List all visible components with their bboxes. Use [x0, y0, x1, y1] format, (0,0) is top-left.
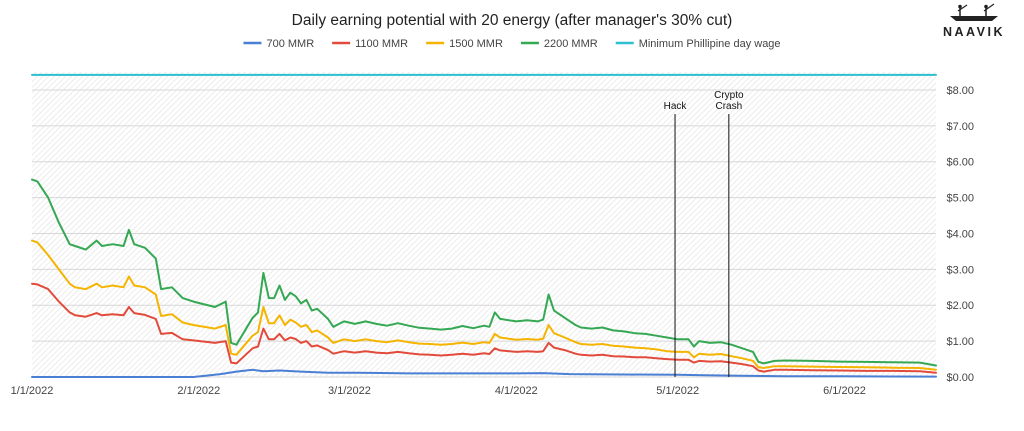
series-line-1500-mmr	[31, 239, 937, 371]
annotation-label: Crash	[715, 101, 742, 112]
y-tick-label: $5.00	[946, 193, 974, 205]
legend-label-700-mmr: 700 MMR	[266, 38, 314, 50]
series-line-2200-mmr	[31, 178, 937, 367]
plot-background	[32, 72, 936, 377]
annotation-label: Crypto	[714, 90, 744, 101]
legend-label-1500-mmr: 1500 MMR	[449, 38, 503, 50]
legend-label-2200-mmr: 2200 MMR	[544, 38, 598, 50]
brand-name: NAAVIK	[943, 25, 1005, 39]
y-tick-label: $0.00	[946, 372, 974, 384]
y-tick-label: $2.00	[946, 300, 974, 312]
series-layer	[31, 73, 937, 378]
x-tick-label: 1/1/2022	[11, 385, 54, 397]
x-tick-label: 4/1/2022	[495, 385, 538, 397]
boat-icon	[950, 3, 998, 21]
legend: 700 MMR 1100 MMR 1500 MMR 2200 MMR Minimum P…	[243, 38, 781, 50]
x-tick-label: 2/1/2022	[177, 385, 220, 397]
x-tick-label: 3/1/2022	[328, 385, 371, 397]
y-tick-label: $3.00	[946, 264, 974, 276]
y-tick-label: $6.00	[946, 157, 974, 169]
series-line-700-mmr	[31, 368, 937, 378]
y-tick-label: $4.00	[946, 228, 974, 240]
x-tick-label: 6/1/2022	[823, 385, 866, 397]
y-tick-label: $8.00	[946, 85, 974, 97]
brand-logo: NAAVIK	[943, 3, 1005, 39]
y-tick-label: $7.00	[946, 121, 974, 133]
grid-lines	[32, 89, 936, 378]
legend-label-minimum-phillipine-day-wage: Minimum Phillipine day wage	[639, 38, 781, 50]
series-line-1100-mmr	[31, 282, 937, 374]
chart-title: Daily earning potential with 20 energy (…	[292, 12, 733, 29]
legend-label-1100-mmr: 1100 MMR	[355, 38, 408, 50]
x-tick-label: 5/1/2022	[656, 385, 699, 397]
y-tick-label: $1.00	[946, 336, 974, 348]
annotation-label: Hack	[664, 101, 688, 112]
axis-layer: $0.00 $1.00 $2.00 $3.00 $4.00 $5.00 $6.00 $7.00…	[11, 85, 974, 397]
